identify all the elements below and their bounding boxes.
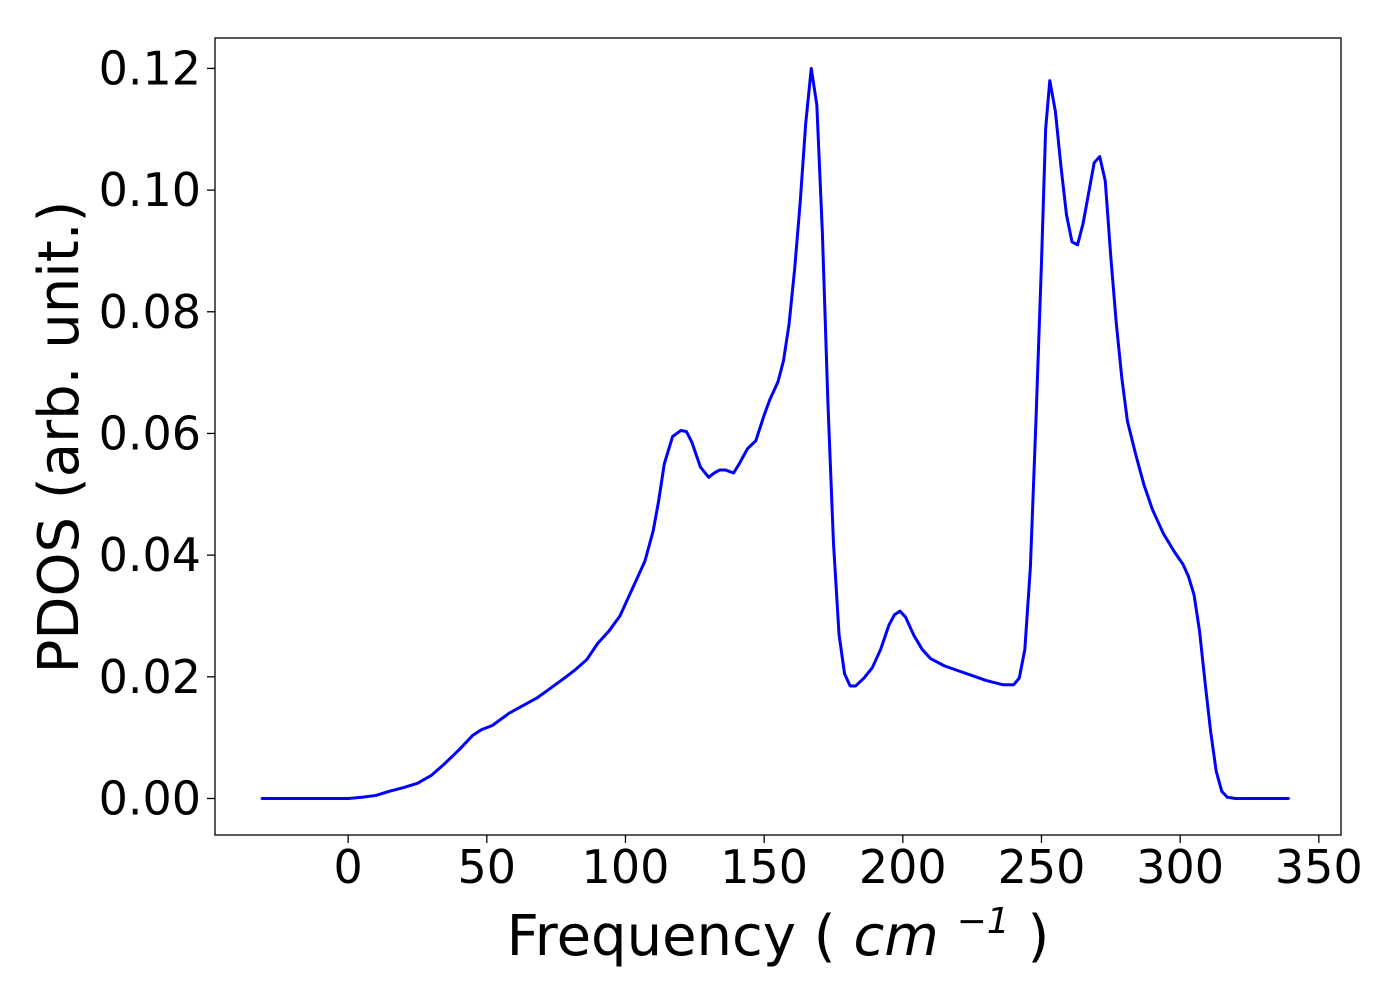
x-tick-label: 250	[998, 840, 1086, 894]
x-axis-label-text: Frequency	[507, 904, 796, 969]
x-axis-label-close-paren: )	[1027, 904, 1049, 969]
x-axis-ticks: 0 50 100 150 200 250 300 350	[333, 835, 1363, 894]
y-tick-label: 0.12	[99, 41, 201, 95]
y-tick-label: 0.08	[99, 285, 201, 339]
y-axis-ticks: 0.00 0.02 0.04 0.06 0.08 0.10 0.12	[99, 41, 215, 825]
x-axis-label-unit: cm	[853, 904, 938, 969]
x-axis-label-open-paren: (	[814, 904, 836, 969]
pdos-series-line	[260, 66, 1290, 800]
x-axis-label-unit-exponent: −1	[957, 901, 1010, 942]
y-axis-label: PDOS (arb. unit.)	[27, 201, 92, 674]
x-tick-label: 150	[720, 840, 808, 894]
x-tick-label: 50	[458, 840, 517, 894]
x-tick-label: 0	[333, 840, 362, 894]
x-tick-label: 300	[1136, 840, 1224, 894]
y-tick-label: 0.06	[99, 406, 201, 460]
plot-frame	[214, 37, 1342, 836]
x-tick-label: 100	[582, 840, 670, 894]
x-tick-label: 350	[1275, 840, 1363, 894]
x-axis-label: Frequency ( cm −1 )	[507, 882, 1050, 969]
x-tick-label: 200	[859, 840, 947, 894]
y-tick-label: 0.10	[99, 163, 201, 217]
plot-area	[214, 37, 1342, 836]
y-tick-label: 0.00	[99, 771, 201, 825]
y-tick-label: 0.02	[99, 650, 201, 704]
y-tick-label: 0.04	[99, 528, 201, 582]
